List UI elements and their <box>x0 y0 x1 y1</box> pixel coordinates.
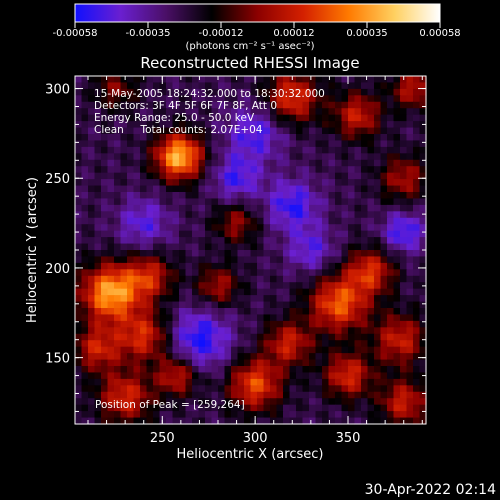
y-tick-label: 300 <box>45 83 70 98</box>
colorbar-gradient <box>74 3 441 23</box>
colorbar-units: (photons cm⁻² s⁻¹ asec⁻²) <box>185 41 314 52</box>
colorbar-tick-label: 0.00035 <box>346 28 387 39</box>
peak-position-label: Position of Peak = [259,264] <box>95 399 245 411</box>
y-tick-label: 200 <box>45 262 70 277</box>
colorbar-tick-label: -0.00035 <box>126 28 171 39</box>
x-tick-label: 350 <box>336 431 361 446</box>
colorbar-tick-label: -0.00058 <box>53 28 98 39</box>
annotation-energy-range: Energy Range: 25.0 - 50.0 keV <box>94 112 255 124</box>
annotation-time-range: 15-May-2005 18:24:32.000 to 18:30:32.000 <box>94 88 325 100</box>
y-tick-label: 150 <box>45 352 70 367</box>
footer-timestamp: 30-Apr-2022 02:14 <box>365 482 496 498</box>
y-axis-label: Heliocentric Y (arcsec) <box>25 177 40 323</box>
colorbar-tick-label: 0.00058 <box>419 28 460 39</box>
colorbar-tick-label: 0.00012 <box>273 28 314 39</box>
y-tick-label: 250 <box>45 172 70 187</box>
heatmap-image <box>75 76 427 425</box>
chart-title: Reconstructed RHESSI Image <box>140 54 359 72</box>
x-tick-label: 300 <box>243 431 268 446</box>
x-axis-label: Heliocentric X (arcsec) <box>177 447 324 462</box>
colorbar-tick-label: -0.00012 <box>199 28 244 39</box>
x-tick-label: 250 <box>150 431 175 446</box>
annotation-total-counts: Clean Total counts: 2.07E+04 <box>94 124 263 136</box>
annotation-detectors: Detectors: 3F 4F 5F 6F 7F 8F, Att 0 <box>94 100 277 112</box>
